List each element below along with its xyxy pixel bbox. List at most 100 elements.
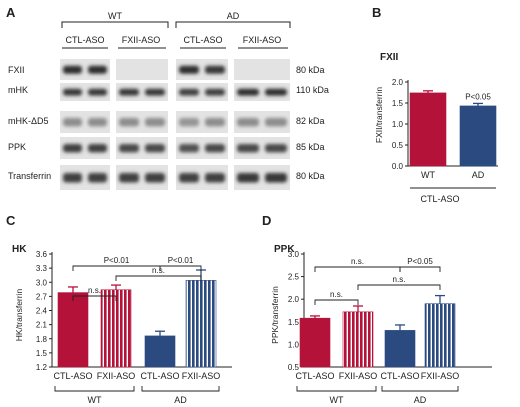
band-kda-ppk: 85 kDa	[296, 142, 325, 152]
bar	[57, 292, 89, 368]
y-tick-label: 1.2	[36, 363, 48, 372]
blot-strip	[176, 111, 228, 133]
y-tick-label: 2.0	[288, 295, 300, 304]
panel-a-letter: A	[6, 5, 16, 20]
panel-d-ylabel: PPK/transferrin	[270, 286, 280, 344]
category-label: FXII-ASO	[97, 371, 136, 381]
bar	[424, 303, 456, 368]
blot-strip	[116, 111, 168, 133]
bar	[144, 335, 176, 368]
y-tick-label: 3.0	[36, 278, 48, 287]
panel-d-letter: D	[262, 213, 271, 228]
blot-band	[63, 65, 82, 74]
bar	[299, 317, 331, 368]
blot-band	[119, 144, 139, 153]
group-bracket	[381, 386, 459, 392]
blot-strip	[176, 137, 228, 159]
y-tick-label: 2.7	[36, 292, 48, 301]
blot-band	[237, 144, 259, 153]
group-bracket	[141, 386, 220, 392]
bar	[459, 105, 497, 167]
category-label: CTL-ASO	[53, 371, 92, 381]
comparison-label: n.s.	[152, 266, 165, 275]
blot-band	[237, 173, 259, 183]
annotation: P<0.05	[465, 92, 491, 101]
blot-band	[63, 144, 82, 153]
blot-strip	[234, 137, 290, 159]
group-bracket	[296, 386, 377, 392]
blot-band	[179, 88, 199, 96]
comparison-label: P<0.01	[104, 256, 130, 265]
blot-band	[88, 88, 107, 96]
blot-band	[63, 173, 82, 183]
panel-b-letter: B	[372, 5, 381, 20]
comparison-bracket	[72, 265, 161, 271]
blot-band	[265, 144, 287, 153]
y-tick-label: 2.5	[288, 273, 300, 282]
y-tick-label: 2.0	[392, 78, 404, 87]
blot-band	[205, 144, 225, 153]
comparison-label: n.s.	[330, 290, 343, 299]
y-tick-label: 2.4	[36, 307, 48, 316]
y-tick-label: 1.5	[392, 99, 404, 108]
wt-ctl-aso-label: CTL-ASO	[65, 35, 104, 45]
blot-strip	[234, 83, 290, 101]
blot-band	[88, 173, 107, 183]
ad-ctl-aso-label: CTL-ASO	[183, 35, 222, 45]
y-tick-label: 3.6	[36, 250, 48, 259]
group-label: WT	[330, 395, 344, 405]
blot-band	[145, 144, 165, 153]
panel-c-title: HK	[12, 244, 27, 255]
category-label: WT	[421, 170, 435, 180]
blot-band	[265, 88, 287, 96]
blot-band	[88, 144, 107, 153]
panel-a: A WT AD CTL-ASO FXII-ASO CTL-ASO FXII-AS…	[6, 5, 329, 190]
bar	[342, 311, 374, 368]
bar	[185, 280, 217, 368]
y-tick-label: 1.5	[288, 318, 300, 327]
blot-band	[119, 173, 139, 183]
blot-band	[205, 173, 225, 183]
y-tick-label: 1.0	[392, 120, 404, 129]
blot-band	[179, 144, 199, 153]
y-tick-label: 2.1	[36, 321, 48, 330]
blot-band	[119, 88, 139, 96]
category-label: CTL-ASO	[380, 371, 419, 381]
category-label: AD	[472, 170, 485, 180]
bar	[384, 330, 416, 368]
band-kda-transferrin: 80 kDa	[296, 171, 325, 181]
group-bracket	[54, 386, 135, 392]
comparison-bracket	[72, 295, 117, 301]
panel-d: D PPK PPK/transferrin 0.5 1.0 1.5 2.0 2.5 3.0…	[262, 213, 492, 405]
category-label: FXII-ASO	[339, 371, 378, 381]
y-tick-label: 1.0	[288, 340, 300, 349]
blot-band	[119, 118, 139, 127]
ad-fxii-aso-label: FXII-ASO	[243, 35, 282, 45]
band-label-fxii: FXII	[8, 65, 25, 75]
comparison-bracket	[399, 266, 441, 272]
blot-band	[88, 65, 107, 74]
panel-b-title: FXII	[380, 52, 399, 63]
category-label: FXII-ASO	[182, 371, 221, 381]
blot-strip	[234, 59, 290, 80]
y-tick-label: 0.5	[392, 141, 404, 150]
comparison-bracket	[357, 284, 441, 290]
blot-band	[88, 118, 107, 127]
comparison-label: P<0.05	[407, 257, 433, 266]
comparison-label: n.s.	[351, 257, 364, 266]
band-label-mhk: mHK	[8, 85, 28, 95]
blot-band	[145, 118, 165, 127]
blot-band	[145, 88, 165, 96]
blot-strip	[116, 83, 168, 101]
y-tick-label: 1.8	[36, 335, 48, 344]
comparison-bracket	[159, 265, 202, 271]
comparison-label: n.s.	[393, 275, 406, 284]
blot-band	[205, 118, 225, 127]
y-tick-label: 3.0	[288, 250, 300, 259]
y-tick-label: 0.5	[288, 363, 300, 372]
blot-band	[265, 118, 287, 127]
blot-strip	[234, 111, 290, 133]
category-label: CTL-ASO	[140, 371, 179, 381]
